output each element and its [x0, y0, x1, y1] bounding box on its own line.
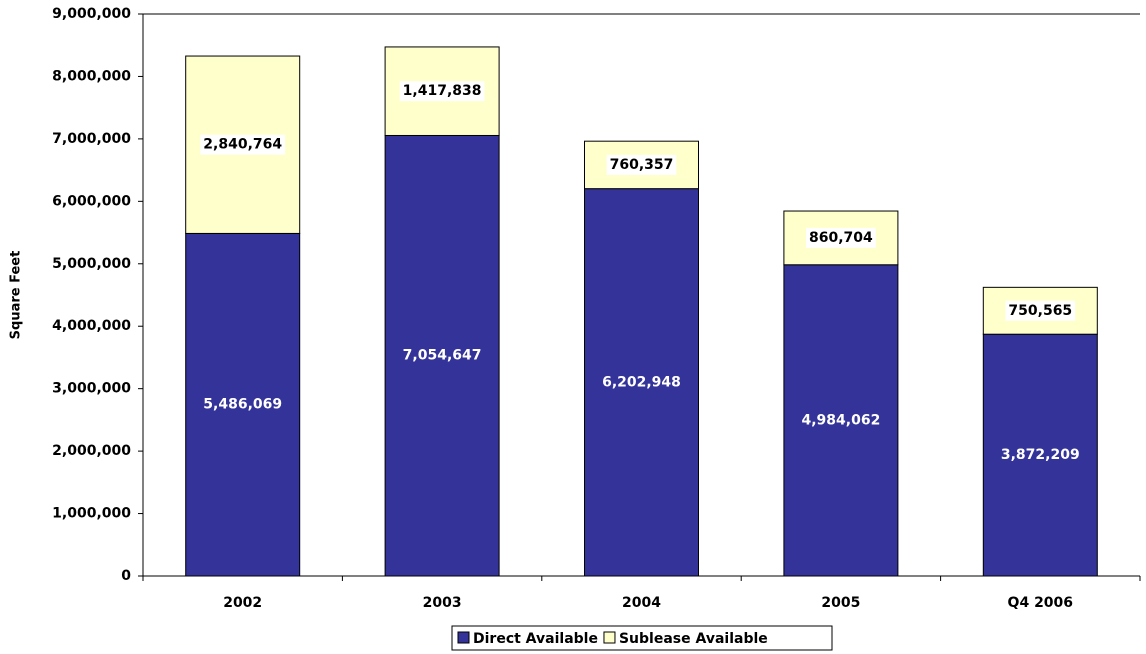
x-tick-label: 2004: [622, 595, 661, 611]
y-tick-label: 1,000,000: [52, 506, 131, 522]
y-tick-label: 9,000,000: [52, 6, 131, 22]
legend-label: Sublease Available: [619, 631, 768, 647]
x-tick-label: 2003: [423, 595, 462, 611]
value-label: 3,872,209: [1001, 447, 1080, 463]
value-label: 6,202,948: [602, 374, 681, 390]
value-label-bg: [806, 227, 876, 248]
x-tick-label: Q4 2006: [1008, 595, 1073, 611]
value-label-bg: [1005, 300, 1076, 321]
bar-segment: [584, 188, 699, 577]
bar-segment: [982, 286, 1098, 335]
value-label: 2,840,764: [203, 137, 282, 153]
y-tick-label: 5,000,000: [52, 256, 131, 272]
value-label: 860,704: [809, 230, 873, 246]
bar-segment: [783, 264, 899, 577]
y-tick-label: 7,000,000: [52, 131, 131, 147]
value-label: 7,054,647: [403, 348, 482, 364]
bar-segment: [185, 232, 301, 577]
y-tick-label: 2,000,000: [52, 443, 131, 459]
value-label: 4,984,062: [801, 412, 880, 428]
bar-segment: [982, 333, 1098, 577]
value-label-bg: [200, 134, 286, 155]
y-axis-title: Square Feet: [9, 251, 24, 340]
legend-label: Direct Available: [473, 631, 598, 647]
legend-box: [451, 625, 833, 651]
value-label-bg: [399, 81, 485, 102]
value-label: 750,565: [1008, 303, 1072, 319]
y-tick-label: 3,000,000: [52, 381, 131, 397]
x-tick-label: 2005: [821, 595, 860, 611]
value-label: 1,417,838: [403, 83, 482, 99]
legend-swatch: [457, 631, 470, 644]
bar-segment: [384, 134, 500, 577]
y-tick-label: 0: [121, 568, 131, 584]
legend-swatch: [603, 631, 616, 644]
y-tick-label: 4,000,000: [52, 318, 131, 334]
y-tick-label: 8,000,000: [52, 68, 131, 84]
value-label: 5,486,069: [203, 397, 282, 413]
value-label-bg: [606, 154, 677, 175]
x-tick-label: 2002: [223, 595, 262, 611]
y-tick-label: 6,000,000: [52, 193, 131, 209]
value-label: 760,357: [610, 157, 674, 173]
